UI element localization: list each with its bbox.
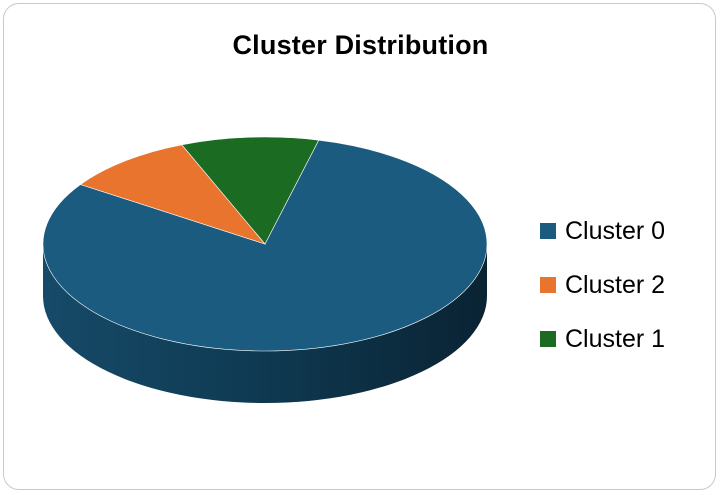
legend-label: Cluster 0 — [565, 216, 666, 245]
chart-title: Cluster Distribution — [232, 30, 489, 60]
pie-chart — [42, 136, 488, 403]
legend-label: Cluster 1 — [565, 324, 666, 353]
legend-item-cluster-2: Cluster 2 — [540, 258, 710, 312]
legend-swatch — [540, 277, 556, 293]
pie-slice-cluster-1 — [181, 136, 320, 245]
chart-legend: Cluster 0 Cluster 2 Cluster 1 — [540, 204, 710, 366]
pie-side-wall — [43, 244, 487, 403]
legend-swatch — [540, 331, 556, 347]
pie-slice-cluster-0 — [42, 139, 488, 352]
legend-swatch — [540, 223, 556, 239]
legend-label: Cluster 2 — [565, 270, 666, 299]
pie-slice-cluster-2 — [79, 144, 266, 245]
legend-item-cluster-1: Cluster 1 — [540, 312, 710, 366]
legend-item-cluster-0: Cluster 0 — [540, 204, 710, 258]
